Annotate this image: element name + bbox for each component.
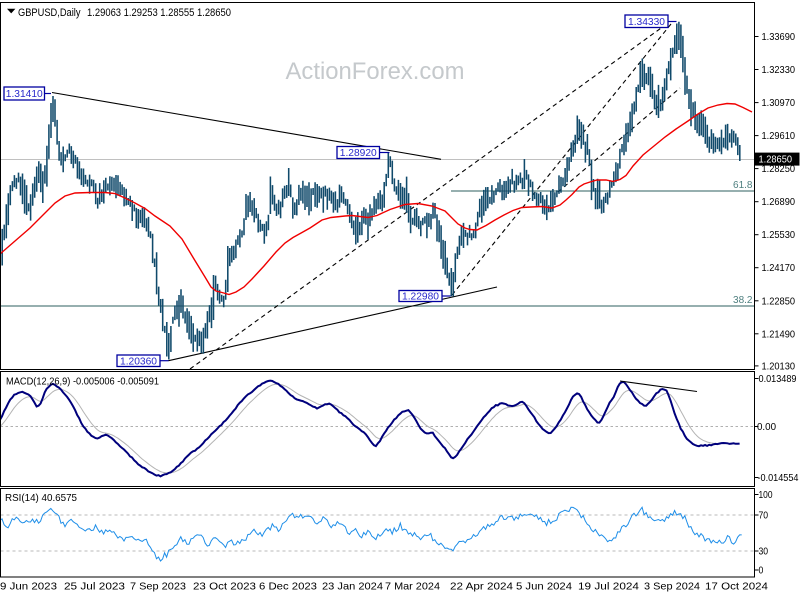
svg-text:1.28650: 1.28650 xyxy=(759,155,793,166)
svg-text:MACD(12,26,9) -0.005006 -0.005: MACD(12,26,9) -0.005006 -0.005091 xyxy=(6,377,159,388)
svg-text:1.20360: 1.20360 xyxy=(120,355,157,367)
svg-text:1.22980: 1.22980 xyxy=(402,291,439,303)
svg-text:25 Jul 2023: 25 Jul 2023 xyxy=(64,581,125,593)
svg-text:ActionForex.com: ActionForex.com xyxy=(286,58,465,85)
svg-text:1.26890: 1.26890 xyxy=(762,197,796,208)
svg-text:1.24170: 1.24170 xyxy=(762,263,796,274)
svg-text:1.31410: 1.31410 xyxy=(6,88,43,100)
svg-text:70: 70 xyxy=(759,511,769,522)
svg-text:0: 0 xyxy=(759,566,764,577)
svg-text:1.29610: 1.29610 xyxy=(762,131,796,142)
svg-text:1.29063 1.29253 1.28555 1.2865: 1.29063 1.29253 1.28555 1.28650 xyxy=(87,7,231,19)
svg-text:1.28250: 1.28250 xyxy=(762,164,796,175)
svg-text:30: 30 xyxy=(759,547,769,558)
svg-text:1.28920: 1.28920 xyxy=(340,147,377,159)
svg-text:1.34330: 1.34330 xyxy=(628,16,665,28)
svg-text:1.25530: 1.25530 xyxy=(762,230,796,241)
svg-text:61.8: 61.8 xyxy=(733,180,753,191)
svg-text:19 Jul 2024: 19 Jul 2024 xyxy=(578,581,639,593)
svg-text:1.33690: 1.33690 xyxy=(762,32,796,43)
svg-text:1.32330: 1.32330 xyxy=(762,65,796,76)
svg-text:1.21490: 1.21490 xyxy=(762,329,796,340)
svg-text:7 Mar 2024: 7 Mar 2024 xyxy=(385,581,440,593)
svg-text:23 Jan 2024: 23 Jan 2024 xyxy=(322,581,383,593)
svg-text:-0.014554: -0.014554 xyxy=(758,473,799,484)
svg-text:7 Sep 2023: 7 Sep 2023 xyxy=(130,581,186,593)
svg-text:9 Jun 2023: 9 Jun 2023 xyxy=(0,581,57,593)
svg-text:22 Apr 2024: 22 Apr 2024 xyxy=(450,581,513,593)
svg-text:17 Oct 2024: 17 Oct 2024 xyxy=(705,581,768,593)
svg-text:3 Sep 2024: 3 Sep 2024 xyxy=(644,581,700,593)
svg-text:RSI(14) 40.6575: RSI(14) 40.6575 xyxy=(5,493,77,504)
svg-text:23 Oct 2023: 23 Oct 2023 xyxy=(193,581,256,593)
svg-text:5 Jun 2024: 5 Jun 2024 xyxy=(516,581,572,593)
svg-text:0.00: 0.00 xyxy=(757,422,776,433)
svg-text:GBPUSD,Daily: GBPUSD,Daily xyxy=(18,7,81,19)
svg-text:6 Dec 2023: 6 Dec 2023 xyxy=(259,581,317,593)
svg-text:1.22850: 1.22850 xyxy=(762,296,796,307)
svg-text:0.013489: 0.013489 xyxy=(759,374,797,385)
svg-text:38.2: 38.2 xyxy=(733,295,753,306)
svg-text:1.20130: 1.20130 xyxy=(762,361,796,372)
svg-text:100: 100 xyxy=(759,490,773,501)
svg-text:1.30970: 1.30970 xyxy=(762,98,796,109)
